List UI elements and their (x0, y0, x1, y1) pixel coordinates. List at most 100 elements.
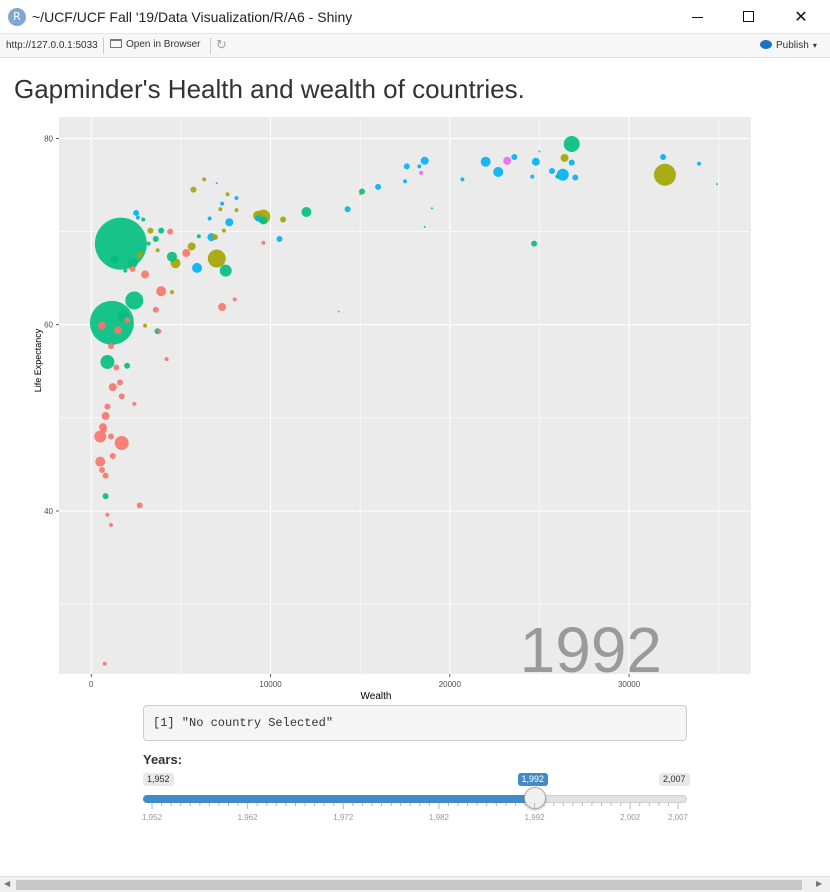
slider-tick-label: 1,982 (429, 813, 450, 822)
data-point-europe (417, 164, 422, 169)
data-point-africa (107, 433, 114, 440)
slider-tick-label: 1,992 (525, 813, 546, 822)
data-point-asia (715, 183, 718, 186)
data-point-asia (196, 234, 201, 239)
browser-window-icon (110, 39, 122, 48)
data-point-americas (280, 216, 287, 223)
data-point-africa (108, 522, 113, 527)
open-in-browser-button[interactable]: Open in Browser (110, 39, 200, 50)
data-point-europe (403, 179, 407, 184)
data-point-europe (697, 161, 702, 166)
data-point-africa (118, 393, 125, 400)
toolbar-separator (210, 38, 211, 54)
data-point-asia (123, 268, 128, 273)
data-point-europe (133, 209, 140, 216)
data-point-africa (136, 502, 143, 509)
x-tick-label: 30000 (618, 680, 641, 689)
data-point-africa (108, 383, 117, 392)
data-point-asia (141, 217, 146, 222)
data-point-americas (225, 192, 230, 197)
data-point-africa (94, 430, 107, 443)
year-watermark: 1992 (520, 614, 662, 686)
refresh-icon[interactable]: ↻ (216, 38, 227, 53)
data-point-africa (132, 401, 137, 406)
r-app-icon: R (8, 8, 26, 26)
data-point-africa (152, 306, 159, 313)
data-point-asia (423, 225, 426, 228)
data-point-europe (135, 215, 140, 220)
data-point-europe (493, 166, 504, 177)
data-point-africa (182, 248, 191, 257)
data-point-asia (563, 136, 580, 153)
data-point-europe (220, 201, 225, 206)
data-point-africa (232, 297, 237, 302)
maximize-icon (743, 11, 754, 22)
x-tick-label: 10000 (259, 680, 282, 689)
data-point-africa (99, 467, 106, 474)
data-point-europe (215, 182, 218, 185)
data-point-americas (211, 234, 218, 241)
data-point-asia (301, 207, 312, 218)
page-title: Gapminder's Health and wealth of countri… (14, 74, 525, 104)
data-point-africa (107, 343, 114, 350)
data-point-africa (337, 310, 340, 313)
data-point-americas (147, 227, 154, 234)
publish-label: Publish (776, 40, 809, 51)
minimize-button[interactable] (675, 0, 721, 34)
slider-ticks: 1,952 1,962 1,972 1,982 1,992 2,002 2,007 (142, 803, 689, 822)
data-point-europe (556, 168, 569, 181)
data-point-americas (143, 323, 148, 328)
horizontal-scrollbar[interactable]: ◀ ▶ (0, 876, 830, 892)
data-point-asia (555, 174, 560, 179)
data-point-asia (259, 216, 268, 225)
scatter-plot[interactable]: 0 10000 20000 30000 40 60 80 Wealth Life Expecta… (0, 110, 830, 705)
url-text[interactable]: http://127.0.0.1:5033 (6, 40, 98, 51)
data-point-americas (218, 207, 223, 212)
data-point-europe (207, 216, 212, 221)
open-in-browser-label: Open in Browser (126, 39, 201, 50)
data-point-americas (359, 193, 362, 196)
data-point-africa (116, 379, 123, 386)
years-slider-label: Years: (143, 752, 183, 767)
scroll-left-icon[interactable]: ◀ (4, 879, 11, 888)
y-tick-label: 40 (44, 507, 53, 516)
data-point-africa (95, 456, 106, 467)
slider-value-label: 1,992 (517, 773, 549, 786)
data-point-asia (110, 255, 119, 264)
data-point-asia (146, 241, 151, 246)
x-tick-label: 0 (89, 680, 94, 689)
y-tick-label: 60 (44, 321, 53, 330)
data-point-europe (531, 157, 540, 166)
scroll-right-icon[interactable]: ▶ (816, 879, 823, 888)
data-point-africa (129, 265, 136, 272)
data-point-africa (113, 364, 120, 371)
slider-tick-label: 2,002 (620, 813, 641, 822)
data-point-europe (572, 174, 579, 181)
data-point-europe (549, 168, 556, 175)
publish-button[interactable]: Publish ▾ (760, 40, 817, 51)
data-point-europe (375, 183, 382, 190)
data-point-europe (420, 156, 429, 165)
maximize-button[interactable] (726, 0, 772, 34)
data-point-africa (218, 303, 227, 312)
data-point-europe (225, 218, 234, 227)
slider-min-label: 1,952 (143, 773, 174, 786)
slider-tick-label: 1,952 (142, 813, 163, 822)
data-point-americas (155, 248, 160, 253)
data-point-americas (207, 249, 226, 268)
data-point-africa (109, 453, 116, 460)
data-point-africa (98, 321, 107, 330)
close-button[interactable]: ✕ (778, 0, 824, 34)
selected-country-output: [1] "No country Selected" (143, 705, 687, 741)
scrollbar-thumb[interactable] (16, 880, 802, 890)
data-point-americas (190, 186, 197, 193)
data-point-americas (202, 177, 207, 182)
data-point-americas (187, 242, 196, 251)
data-point-europe (276, 236, 283, 243)
data-point-asia (125, 291, 144, 310)
window-title: ~/UCF/UCF Fall '19/Data Visualization/R/… (32, 9, 353, 25)
data-point-europe (403, 163, 410, 170)
slider-max-label: 2,007 (659, 773, 690, 786)
data-point-asia (158, 227, 165, 234)
slider-tick-label: 1,962 (238, 813, 259, 822)
